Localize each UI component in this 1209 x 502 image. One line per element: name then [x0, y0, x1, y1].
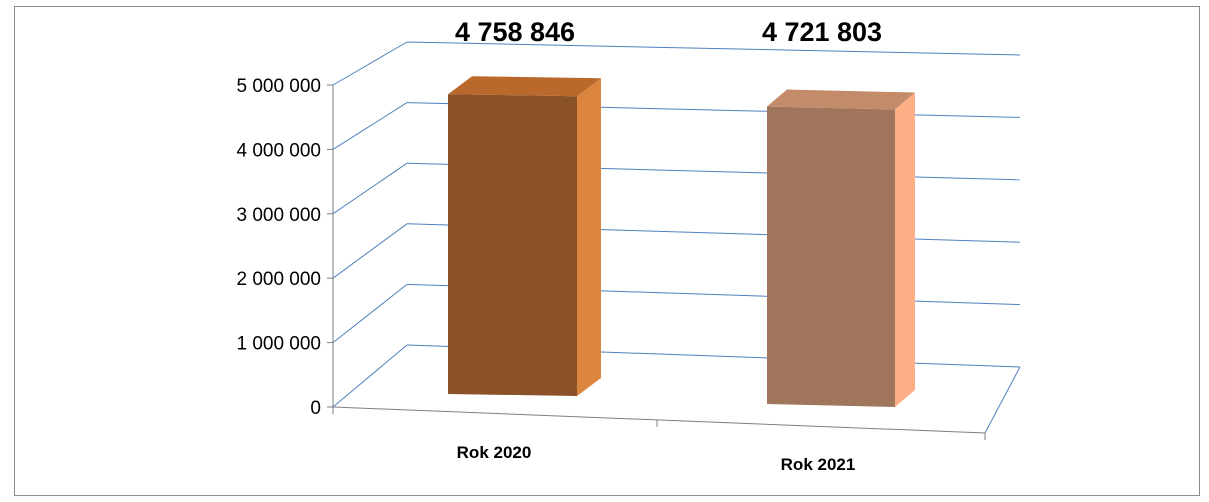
bar-side-2: [895, 92, 915, 407]
bar-front-2[interactable]: [767, 106, 895, 407]
data-label: 4 721 803: [762, 17, 882, 47]
back-gridline: [406, 41, 1021, 56]
side-gridline: [332, 102, 408, 150]
y-tick-label: 2 000 000: [236, 269, 321, 290]
side-gridline: [332, 41, 408, 86]
y-tick-label: 3 000 000: [236, 205, 321, 226]
bar-front-1[interactable]: [448, 94, 577, 397]
y-tick-label: 0: [310, 398, 321, 419]
x-tick-label: Rok 2021: [781, 455, 856, 474]
x-axis-line: [332, 406, 986, 434]
y-tick-label: 4 000 000: [236, 140, 321, 161]
floor-right-edge: [984, 366, 1021, 434]
bar-side-1: [577, 78, 601, 397]
y-tick-label: 1 000 000: [236, 334, 321, 355]
side-gridline: [332, 344, 408, 408]
side-gridline: [332, 284, 408, 343]
bar-top-1: [448, 76, 601, 97]
data-label: 4 758 846: [455, 17, 575, 47]
bar-top-2: [767, 89, 915, 110]
side-gridline: [332, 223, 408, 279]
x-tick-label: Rok 2020: [457, 443, 532, 462]
side-gridline: [332, 162, 408, 215]
chart-frame: [14, 6, 1200, 496]
y-tick-label: 5 000 000: [236, 76, 321, 97]
